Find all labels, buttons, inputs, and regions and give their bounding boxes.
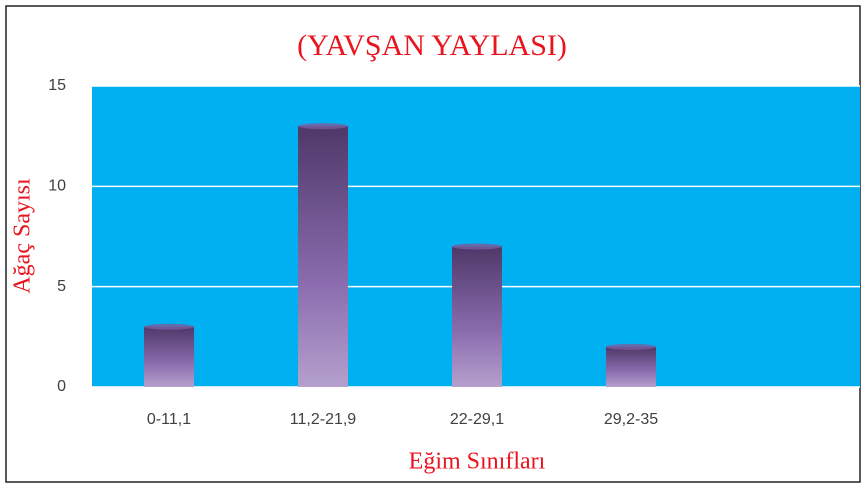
- x-tick-label: 22-29,1: [450, 411, 504, 428]
- y-tick-label: 10: [48, 178, 66, 195]
- y-axis-label: Ağaç Sayısı: [10, 178, 36, 294]
- bar: [298, 123, 348, 387]
- y-tick-label: 15: [48, 77, 66, 94]
- x-tick-label: 11,2-21,9: [290, 411, 357, 428]
- chart-title: (YAVŞAN YAYLASI): [297, 29, 567, 62]
- y-tick-label: 0: [57, 378, 66, 395]
- x-axis-label: Eğim Sınıfları: [409, 449, 546, 475]
- bar: [606, 343, 656, 387]
- x-tick-label: 0-11,1: [147, 411, 191, 428]
- x-tick-label: 29,2-35: [604, 411, 658, 428]
- bar: [452, 243, 502, 387]
- bar: [144, 323, 194, 387]
- y-tick-label: 5: [57, 278, 66, 295]
